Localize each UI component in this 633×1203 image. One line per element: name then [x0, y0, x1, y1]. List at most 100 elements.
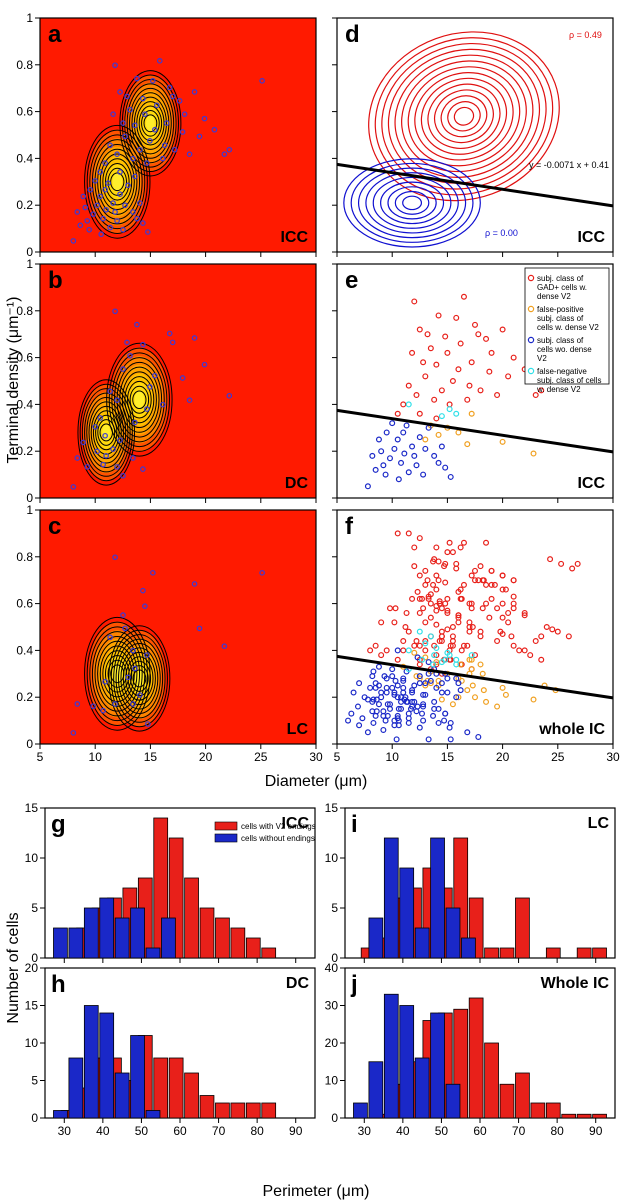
density-point — [176, 98, 183, 104]
scatter-point — [435, 312, 442, 319]
density-contour — [86, 397, 127, 468]
scatter-point — [422, 373, 429, 380]
scatter-point — [414, 654, 421, 661]
scatter-point — [574, 560, 581, 567]
x-tick-label: 30 — [606, 750, 620, 764]
density-contour — [132, 669, 147, 688]
blue-contour — [350, 162, 474, 243]
scatter-point — [416, 680, 423, 687]
scatter-point — [378, 652, 385, 659]
density-fill — [145, 115, 155, 132]
scatter-point — [464, 687, 471, 694]
x-tick-label: 70 — [212, 1124, 226, 1138]
density-point — [125, 182, 131, 189]
scatter-point — [472, 577, 479, 584]
scatter-point — [499, 614, 506, 621]
scatter-panel-f: f whole IC — [336, 510, 614, 744]
red-contour — [368, 31, 560, 202]
density-contour — [102, 650, 133, 698]
scatter-point — [400, 689, 407, 696]
scatter-point — [370, 696, 377, 703]
y-tick-label: 15 — [25, 801, 39, 815]
density-point — [103, 206, 109, 213]
density-point — [259, 78, 265, 84]
density-point — [117, 191, 123, 198]
density-point — [154, 102, 160, 109]
density-contour — [110, 172, 125, 192]
scatter-point — [354, 703, 361, 710]
density-point — [211, 126, 218, 133]
scatter-point — [375, 663, 382, 670]
y-tick-label: 10 — [25, 851, 39, 865]
density-point — [166, 330, 173, 337]
scatter-point — [405, 401, 412, 408]
density-point — [94, 448, 100, 455]
density-point — [144, 160, 150, 166]
scatter-point — [427, 614, 434, 621]
density-point — [122, 133, 128, 140]
scatter-point — [472, 321, 479, 328]
scatter-point — [441, 717, 448, 724]
scatter-point — [488, 567, 495, 574]
scatter-point — [442, 333, 449, 340]
density-contour — [120, 647, 159, 710]
density-point — [97, 193, 103, 200]
plot-frame-a — [39, 17, 317, 253]
scatter-point — [383, 429, 390, 436]
scatter-point — [436, 638, 443, 645]
density-contour — [129, 385, 150, 414]
x-tick-label: 25 — [551, 750, 565, 764]
density-point — [74, 209, 81, 215]
scatter-point — [449, 701, 456, 708]
scatter-point — [424, 577, 431, 584]
scatter-point — [411, 698, 418, 705]
legend-text: w. dense V2 — [536, 385, 581, 394]
scatter-point — [414, 703, 421, 710]
scatter-point — [464, 729, 471, 736]
scatter-point — [442, 656, 449, 663]
scatter-point — [547, 556, 554, 563]
density-point — [221, 151, 228, 157]
scatter-point — [391, 722, 398, 729]
scatter-point — [394, 410, 401, 417]
density-contour — [111, 352, 168, 448]
density-contour — [116, 361, 163, 438]
scatter-point — [499, 438, 506, 445]
density-contour — [126, 83, 175, 164]
scatter-point — [350, 689, 357, 696]
scatter-point — [502, 586, 509, 593]
density-point — [90, 211, 97, 218]
scatter-point — [460, 642, 467, 649]
red-contour — [401, 60, 527, 173]
bar — [399, 1005, 415, 1119]
scatter-point — [444, 595, 451, 602]
scatter-point — [416, 434, 423, 441]
bar — [230, 1102, 246, 1119]
scatter-point — [416, 609, 423, 616]
x-tick-label: 40 — [396, 1124, 410, 1138]
scatter-point — [480, 687, 487, 694]
scatter-point — [530, 696, 537, 703]
scatter-point — [458, 647, 465, 654]
panel-region-e: ICC — [577, 475, 605, 492]
scatter-point — [479, 577, 486, 584]
scatter-point — [455, 694, 462, 701]
scatter-point — [394, 656, 401, 663]
scatter-point — [444, 649, 451, 656]
scatter-point — [416, 326, 423, 333]
panel-letter-c: c — [48, 513, 61, 540]
density-point — [105, 180, 111, 186]
scatter-point — [436, 598, 443, 605]
scatter-point — [449, 378, 456, 385]
x-tick-label: 15 — [441, 750, 455, 764]
scatter-point — [475, 331, 482, 338]
bar — [499, 947, 515, 959]
scatter-point — [416, 661, 423, 668]
y-tick-label: 10 — [325, 851, 339, 865]
density-point — [107, 142, 113, 149]
y-tick-label: 0.6 — [16, 105, 33, 119]
bar — [430, 837, 445, 959]
density-point — [161, 142, 168, 149]
scatter-point — [477, 628, 484, 635]
